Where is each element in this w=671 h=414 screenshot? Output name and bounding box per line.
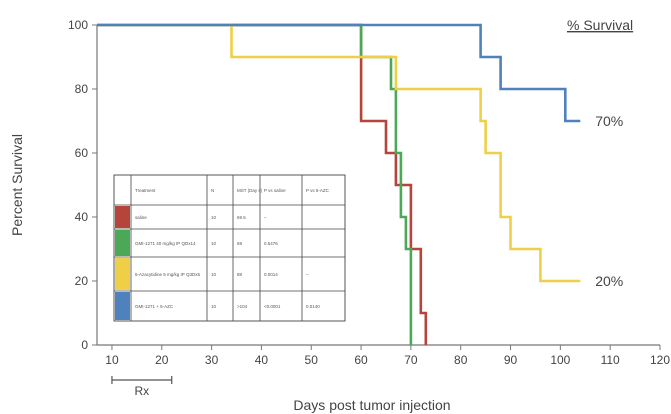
legend-header: P vs saline: [264, 188, 286, 193]
survival-line: [97, 23, 581, 283]
y-tick-label: 0: [81, 338, 88, 352]
x-tick-label: 50: [305, 353, 319, 367]
rx-label: Rx: [135, 384, 150, 398]
legend-swatch: [115, 206, 130, 228]
x-tick-label: 60: [354, 353, 368, 367]
y-axis-title: Percent Survival: [9, 134, 25, 236]
legend-cell: 10: [211, 272, 217, 277]
x-tick-label: 40: [255, 353, 269, 367]
legend-cell: >104: [237, 304, 248, 309]
x-tick-label: 30: [205, 353, 219, 367]
y-tick-label: 40: [75, 210, 89, 224]
legend-frame: [113, 174, 346, 322]
x-tick-label: 70: [404, 353, 418, 367]
legend-cell: saline: [135, 215, 147, 220]
legend-cell: –: [264, 215, 267, 220]
series-layer: [97, 23, 581, 345]
legend-cell: 0.5476: [264, 241, 278, 246]
percent-annotation: 20%: [595, 273, 623, 289]
legend-cell: 0.0014: [264, 272, 278, 277]
y-tick-label: 60: [75, 146, 89, 160]
legend-cell: 10: [211, 241, 217, 246]
x-tick-label: 100: [550, 353, 570, 367]
survival-line: [97, 23, 428, 345]
legend-cell: 0.0140: [306, 304, 320, 309]
x-tick-label: 20: [155, 353, 169, 367]
legend-cell: 10: [211, 304, 217, 309]
x-axis-title: Days post tumor injection: [293, 397, 450, 413]
legend-cell: 69.5: [237, 215, 246, 220]
legend-cell: 69: [237, 241, 243, 246]
x-tick-label: 120: [650, 353, 670, 367]
x-tick-label: 10: [105, 353, 119, 367]
legend-cell: GMI-1271 + 5-AZC: [135, 304, 174, 309]
x-tick-label: 90: [504, 353, 518, 367]
axes-layer: 0 20 40 60 80 100 10 20 30 40 50 60 70 80 90 100 110 120 R…: [68, 18, 670, 398]
y-tick-label: 100: [68, 18, 88, 32]
legend-swatch: [115, 230, 130, 256]
y-tick-label: 80: [75, 82, 89, 96]
legend-header: MST (Day s): [237, 188, 263, 193]
legend-cell: 88: [237, 272, 243, 277]
survival-line: [97, 23, 581, 123]
y-tick-label: 20: [75, 274, 89, 288]
corner-label: % Survival: [567, 17, 633, 33]
labels-layer: % Survival Days post tumor injection Per…: [9, 17, 633, 413]
legend-cell: –: [306, 272, 309, 277]
legend-table: Treatment N MST (Day s) P vs saline P vs 5-A…: [113, 174, 346, 322]
legend-header: Treatment: [135, 188, 156, 193]
x-tick-label: 80: [454, 353, 468, 367]
legend-cell: GMI-1271 40 mg/kg IP QDx14: [135, 241, 196, 246]
legend-header: P vs 5-AZC: [306, 188, 330, 193]
legend-cell: 10: [211, 215, 217, 220]
x-tick-label: 110: [601, 353, 620, 367]
legend-cell: <0.0001: [264, 304, 281, 309]
legend-swatch: [115, 258, 130, 290]
legend-cell: 5-Azacytidine 5 mg/kg IP Q3Dx5: [135, 272, 200, 277]
legend-swatch: [115, 292, 130, 320]
percent-annotation: 70%: [595, 113, 623, 129]
legend-header: N: [211, 188, 214, 193]
